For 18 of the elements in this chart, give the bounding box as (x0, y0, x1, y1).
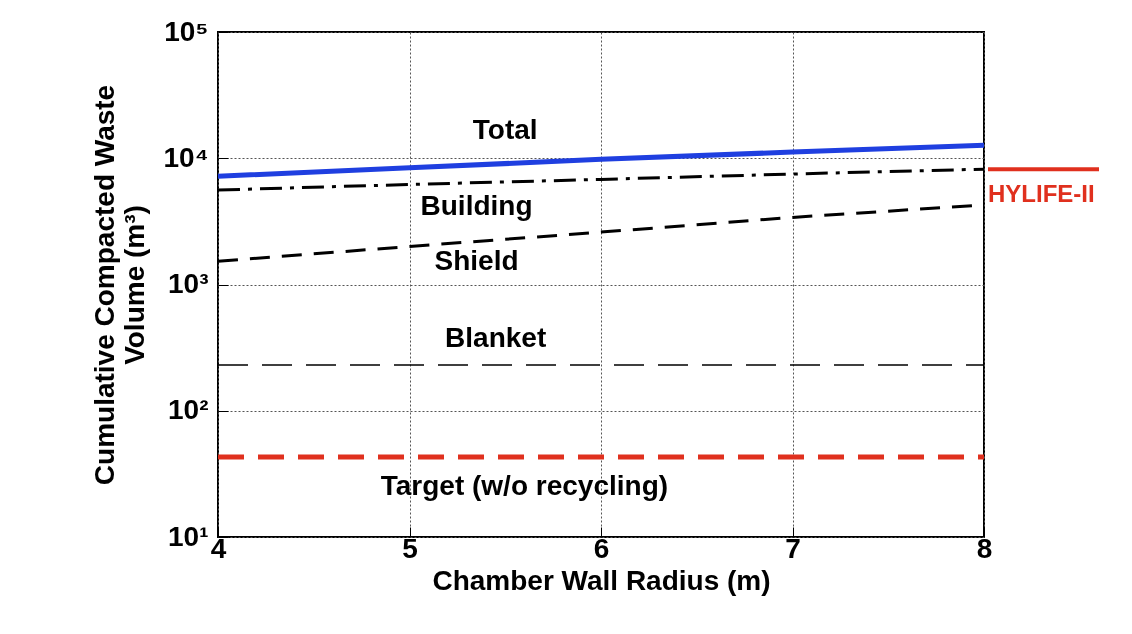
ref-line-label: HYLIFE-II (988, 180, 1095, 208)
y-tick-label: 10² (168, 394, 209, 426)
y-axis-title: Cumulative Compacted Waste Volume (m³) (88, 84, 150, 486)
series-label: Target (w/o recycling) (380, 470, 669, 502)
y-tick-label: 10¹ (168, 520, 209, 552)
x-tick-label: 5 (402, 532, 418, 564)
x-axis-title: Chamber Wall Radius (m) (432, 564, 771, 596)
y-tick-label: 10⁵ (164, 15, 209, 47)
series-label: Blanket (445, 322, 547, 354)
series-label: Shield (434, 245, 519, 277)
series-label: Building (420, 190, 533, 222)
x-tick-label: 8 (976, 532, 993, 564)
series-label: Total (472, 114, 538, 146)
x-tick-label: 4 (210, 532, 227, 564)
y-tick-label: 10⁴ (163, 141, 209, 173)
y-tick-label: 10³ (168, 268, 209, 299)
x-tick-label: 6 (593, 532, 610, 564)
x-tick-label: 7 (785, 532, 801, 564)
